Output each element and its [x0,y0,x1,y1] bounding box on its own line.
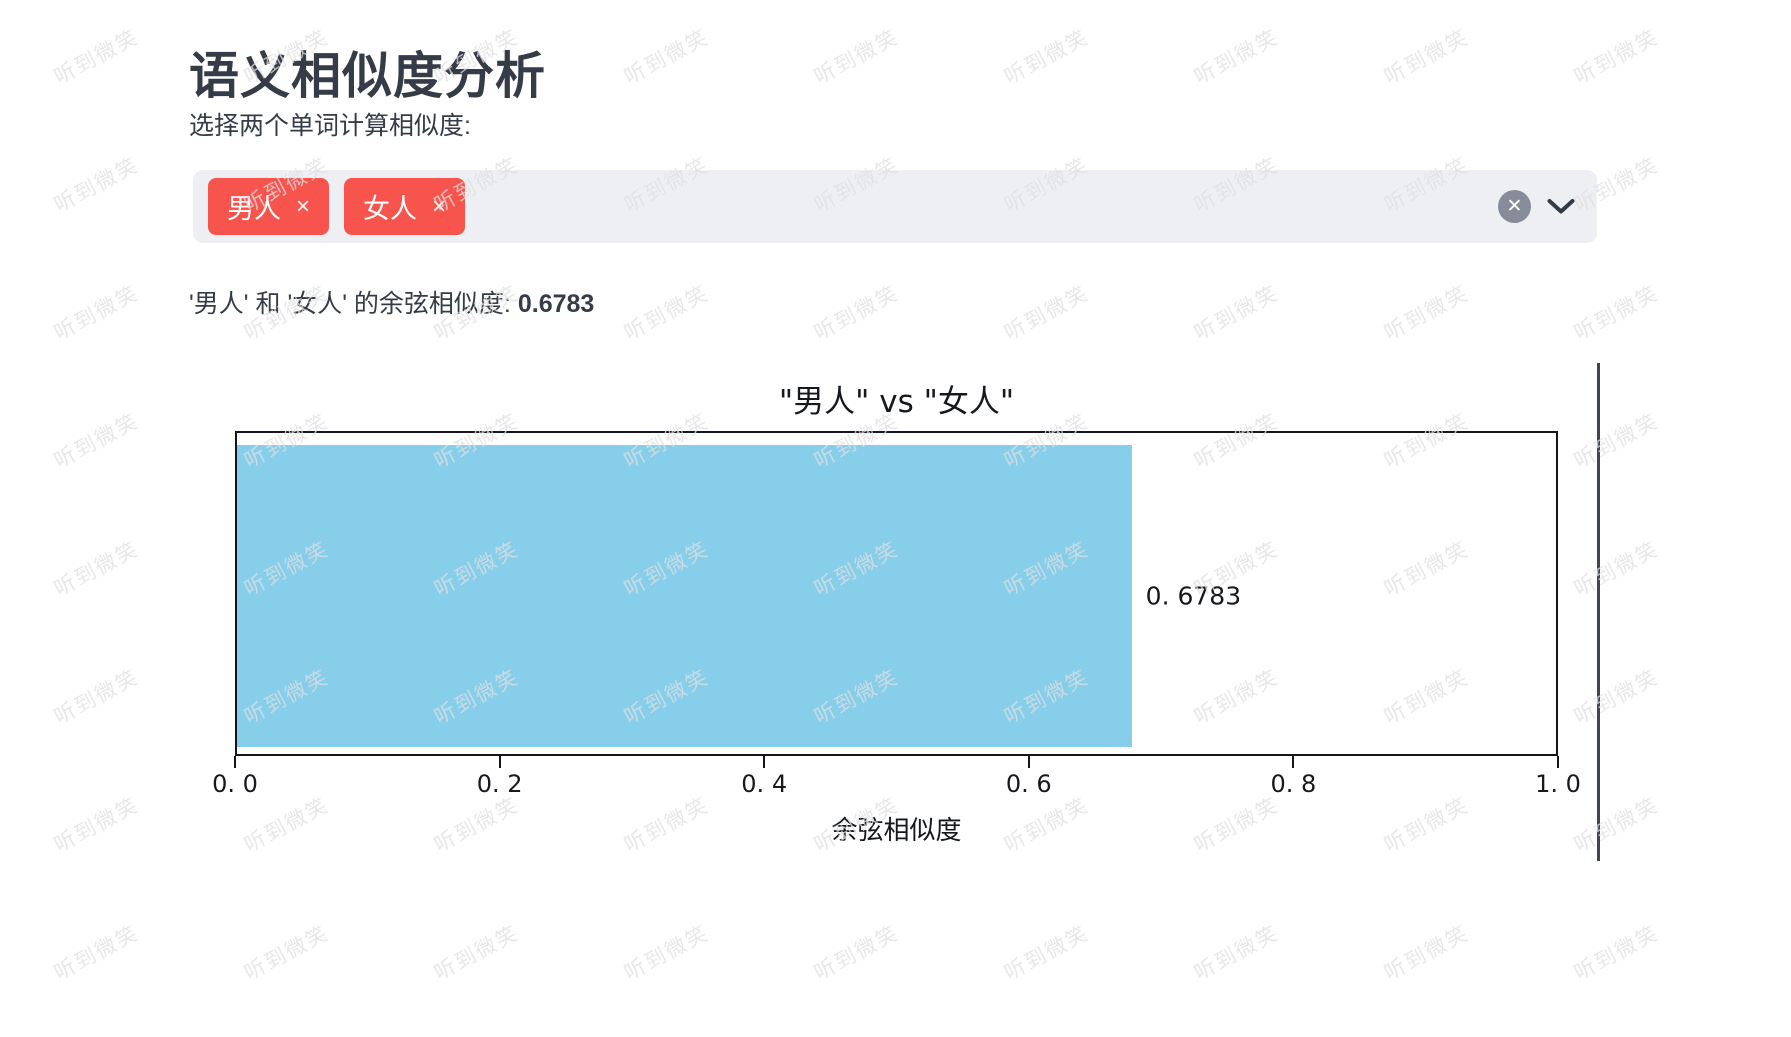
watermark-text: 听到微笑 [50,537,143,602]
vertical-divider-line [1597,363,1600,861]
x-tick-label: 0. 8 [1270,770,1317,798]
watermark-text: 听到微笑 [1570,281,1663,346]
x-tick [1027,756,1030,768]
similarity-result-value: 0.6783 [517,290,595,318]
watermark-text: 听到微笑 [1570,25,1663,90]
watermark-text: 听到微笑 [1000,281,1093,346]
x-axis-ticks [234,756,1559,768]
clear-all-icon[interactable]: ✕ [1498,190,1531,223]
watermark-text: 听到微笑 [50,153,143,218]
word-tags-input[interactable]: 男人 × 女人 × ✕ [193,170,1597,243]
watermark-text: 听到微笑 [1190,921,1283,986]
watermark-text: 听到微笑 [50,793,143,858]
x-tick-label: 0. 4 [741,770,788,798]
tag-word-1-label: 男人 [227,194,281,224]
watermark-text: 听到微笑 [430,921,523,986]
similarity-bar [237,445,1132,747]
watermark-text: 听到微笑 [1190,25,1283,90]
watermark-text: 听到微笑 [810,25,903,90]
watermark-text: 听到微笑 [620,25,713,90]
watermark-text: 听到微笑 [810,281,903,346]
watermark-text: 听到微笑 [810,921,903,986]
watermark-text: 听到微笑 [1380,921,1473,986]
tag-word-1-remove-icon[interactable]: × [296,192,311,220]
tag-word-2-label: 女人 [363,194,418,224]
watermark-text: 听到微笑 [1570,665,1663,730]
x-tick [234,756,236,768]
tag-word-1: 男人 × [208,178,330,235]
page-title: 语义相似度分析 [189,47,546,104]
watermark-text: 听到微笑 [50,921,143,986]
x-axis-tick-labels: 0. 0 0. 2 0. 4 0. 6 0. 8 1. 0 [212,770,1581,800]
watermark-text: 听到微笑 [50,25,143,90]
watermark-text: 听到微笑 [240,921,333,986]
chart-title: "男人" vs "女人" [778,384,1015,420]
chevron-down-icon[interactable] [1547,198,1575,215]
tag-word-2-remove-icon[interactable]: × [432,192,447,220]
similarity-bar-chart: "男人" vs "女人" 0. 6783 0. 0 0. 2 0. 4 0. 6 0. … [212,360,1581,860]
watermark-text: 听到微笑 [50,281,143,346]
x-tick [763,756,766,768]
watermark-text: 听到微笑 [1570,537,1663,602]
watermark-text: 听到微笑 [1380,281,1473,346]
tag-word-2: 女人 × [344,178,466,235]
similarity-result-prefix: '男人' 和 '女人' 的余弦相似度: [189,290,511,318]
x-tick [1557,756,1559,768]
watermark-text: 听到微笑 [620,921,713,986]
watermark-text: 听到微笑 [1570,409,1663,474]
chart-plot-area: 0. 6783 [235,431,1558,756]
similarity-result-text: '男人' 和 '女人' 的余弦相似度: 0.6783 [189,284,594,320]
watermark-text: 听到微笑 [620,281,713,346]
watermark-text: 听到微笑 [1190,281,1283,346]
x-tick-label: 0. 2 [476,770,523,798]
x-tick-label: 1. 0 [1535,770,1581,798]
watermark-text: 听到微笑 [1000,25,1093,90]
x-tick-label: 0. 6 [1005,770,1052,798]
watermark-text: 听到微笑 [1570,793,1663,858]
x-tick [498,756,501,768]
bar-value-label: 0. 6783 [1145,581,1242,611]
watermark-text: 听到微笑 [1570,921,1663,986]
watermark-text: 听到微笑 [50,665,143,730]
x-tick [1292,756,1295,768]
instruction-label: 选择两个单词计算相似度: [189,112,471,140]
watermark-text: 听到微笑 [50,409,143,474]
x-tick-label: 0. 0 [212,770,258,798]
x-axis-label: 余弦相似度 [831,815,962,845]
watermark-text: 听到微笑 [1000,921,1093,986]
watermark-text: 听到微笑 [1380,25,1473,90]
